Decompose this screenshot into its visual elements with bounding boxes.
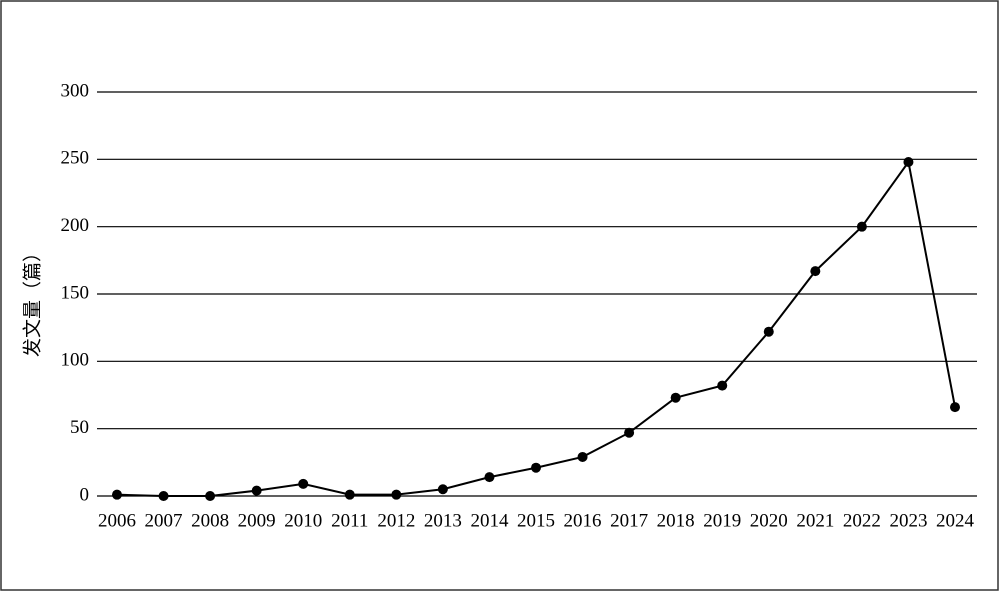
point	[251, 485, 262, 496]
y-axis-label: 发文量（篇）	[21, 243, 43, 357]
x-tick-label: 2016	[564, 510, 602, 531]
point	[391, 489, 402, 500]
x-tick-label: 2021	[796, 510, 834, 531]
line	[116, 159, 956, 497]
x-tick-label: 2023	[889, 510, 927, 531]
point	[112, 489, 122, 500]
x-tick-label: 2019	[703, 510, 741, 531]
x-tick-label: 2012	[377, 510, 415, 531]
x-tick-label: 2006	[98, 510, 136, 531]
x-tick-label: 2018	[657, 510, 695, 531]
x-tick-label: 2017	[610, 510, 648, 531]
x-tick-label: 2011	[331, 510, 368, 531]
point	[437, 484, 448, 495]
y-tick-label: 100	[61, 350, 90, 371]
point	[158, 491, 169, 501]
point	[903, 157, 914, 168]
point	[205, 491, 216, 501]
point	[856, 221, 867, 232]
x-tick-label: 2007	[145, 510, 183, 531]
x-tick-label: 2013	[424, 510, 462, 531]
x-tick-label: 2020	[750, 510, 788, 531]
y-tick-label: 150	[61, 282, 90, 303]
y-tick-label: 250	[61, 148, 90, 169]
x-tick-label: 2010	[284, 510, 322, 531]
point	[810, 266, 821, 277]
x-tick-label: 2009	[238, 510, 276, 531]
point	[577, 451, 588, 462]
x-tick-label: 2008	[191, 510, 229, 531]
point	[531, 462, 541, 473]
point	[298, 478, 309, 489]
y-tick-label: 0	[80, 484, 90, 505]
point	[670, 392, 681, 403]
x-tick-label: 2024	[936, 510, 975, 531]
x-tick-label: 2022	[843, 510, 881, 531]
point	[484, 472, 495, 483]
point	[950, 402, 960, 413]
y-tick-label: 300	[61, 80, 90, 101]
point	[344, 489, 355, 500]
x-tick-label: 2015	[517, 510, 555, 531]
point	[624, 427, 635, 438]
point	[717, 380, 728, 391]
x-tick-label: 2014	[470, 510, 509, 531]
y-tick-label: 50	[70, 417, 89, 438]
point	[763, 326, 774, 337]
y-tick-label: 200	[61, 215, 90, 236]
